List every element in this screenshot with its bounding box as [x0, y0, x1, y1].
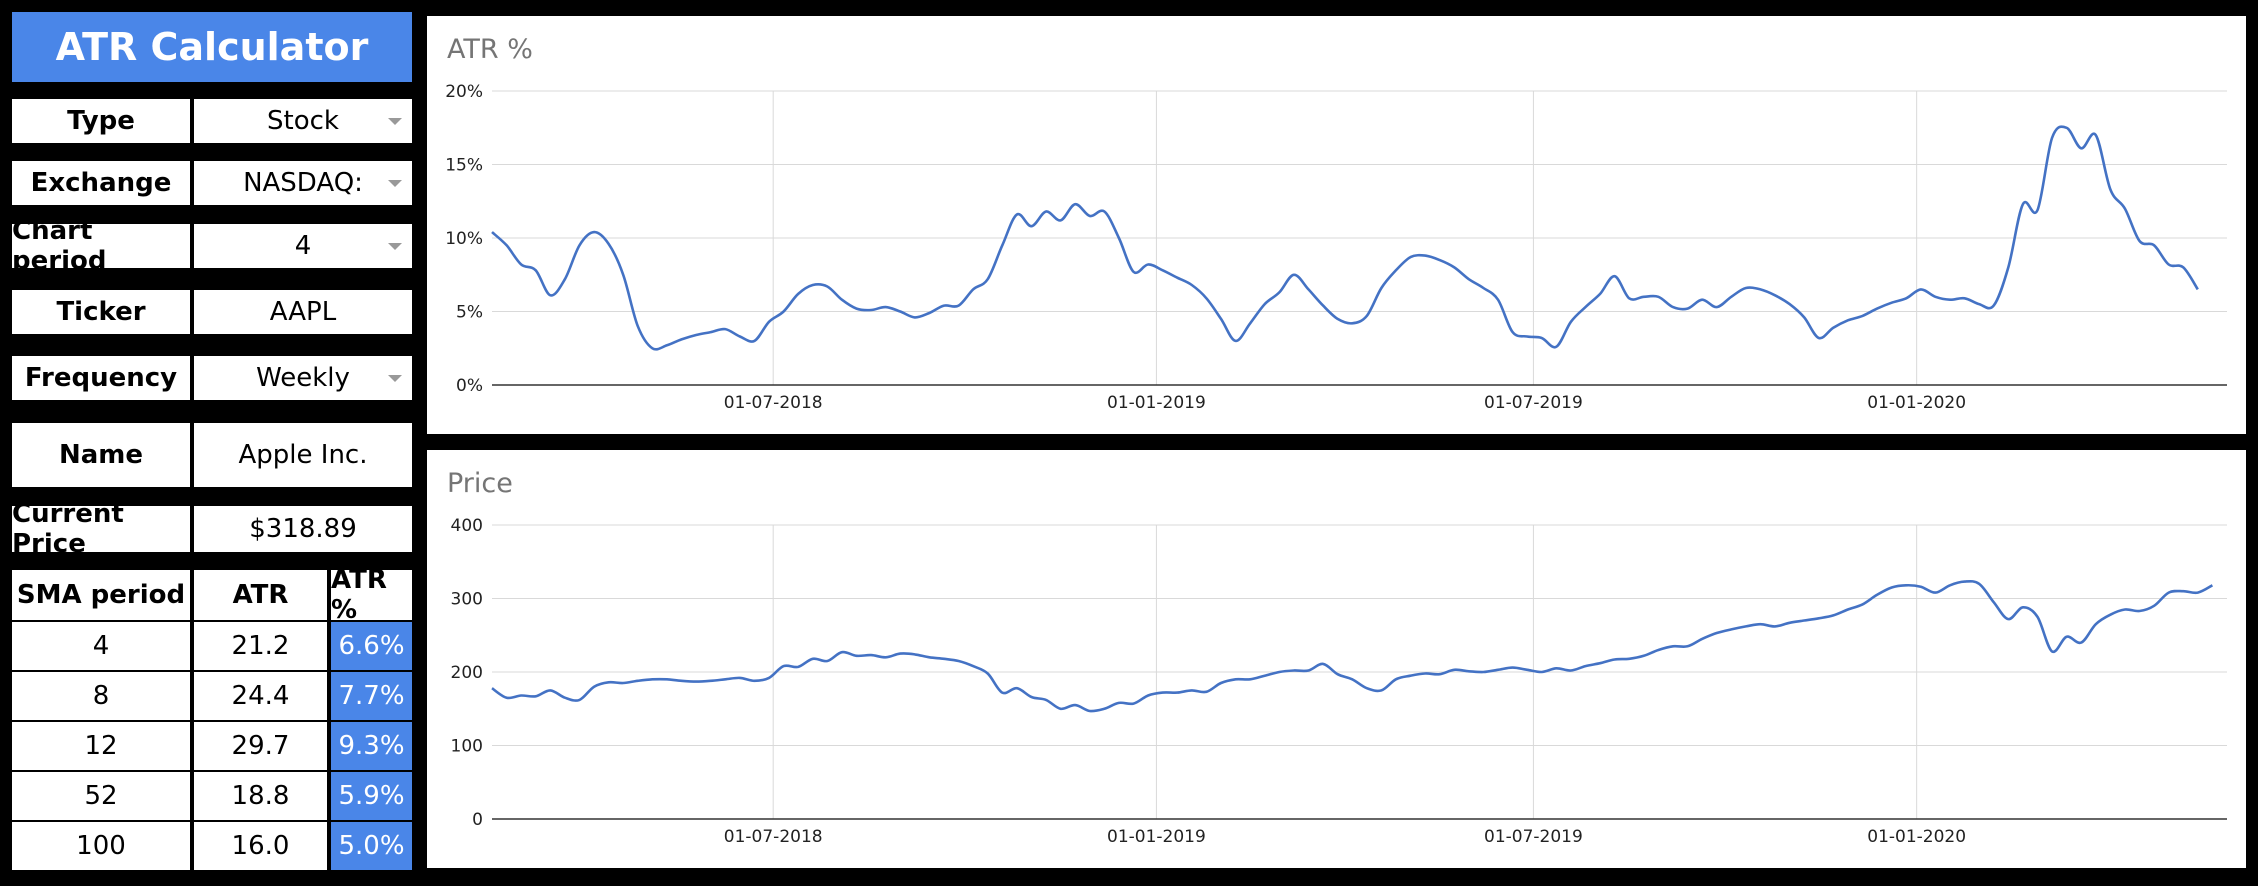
current-price-label: Current Price	[12, 499, 190, 559]
chart-title: Price	[447, 468, 513, 499]
type-value: Stock	[267, 106, 339, 136]
sma-table: SMA period ATR ATR % 4 21.2 6.6% 8 24.4 …	[12, 565, 412, 870]
exchange-field: Exchange NASDAQ:	[12, 161, 412, 205]
chevron-down-icon[interactable]	[388, 118, 402, 125]
x-tick-label: 01-01-2019	[1107, 827, 1206, 847]
atr-pct-cell: 5.9%	[331, 772, 412, 820]
type-label: Type	[12, 99, 190, 143]
series-line	[491, 579, 2214, 713]
type-field: Type Stock	[12, 99, 412, 143]
atr-pct-cell: 6.6%	[331, 622, 412, 670]
sma-period-cell: 100	[12, 822, 190, 870]
chart-title: ATR %	[447, 34, 533, 65]
y-tick-label: 100	[451, 737, 483, 757]
sma-period-cell: 52	[12, 772, 190, 820]
y-tick-label: 300	[451, 590, 483, 610]
atr-pct-cell: 7.7%	[331, 672, 412, 720]
atr-chart: 0% 5% 10% 15% 20% 01-07-2018 01-01-2019 01-07-2…	[445, 82, 2227, 413]
chevron-down-icon[interactable]	[388, 180, 402, 187]
sma-period-cell: 12	[12, 722, 190, 770]
ticker-input[interactable]: AAPL	[194, 290, 412, 334]
exchange-select[interactable]: NASDAQ:	[194, 161, 412, 205]
y-tick-label: 10%	[445, 229, 483, 249]
exchange-value: NASDAQ:	[243, 168, 363, 198]
current-price-value: $318.89	[194, 506, 412, 552]
app-title: ATR Calculator	[12, 12, 412, 82]
y-tick-label: 400	[451, 516, 483, 536]
chart-period-select[interactable]: 4	[194, 224, 412, 268]
atr-cell: 18.8	[194, 772, 327, 820]
sma-period-cell: 4	[12, 622, 190, 670]
chevron-down-icon[interactable]	[388, 375, 402, 382]
sma-period-cell: 8	[12, 672, 190, 720]
frequency-label: Frequency	[12, 356, 190, 400]
price-chart-panel: Price 0 100 200 300 400 01-07-2018 01-01-2019 0…	[427, 450, 2246, 868]
y-tick-label: 20%	[445, 82, 483, 102]
y-tick-label: 0%	[456, 376, 483, 396]
series-line	[491, 125, 2199, 351]
frequency-field: Frequency Weekly	[12, 356, 412, 400]
atr-pct-cell: 9.3%	[331, 722, 412, 770]
chart-period-field: Chart period 4	[12, 216, 412, 276]
x-tick-label: 01-01-2019	[1107, 393, 1206, 413]
atr-cell: 16.0	[194, 822, 327, 870]
y-tick-label: 200	[451, 663, 483, 683]
x-tick-label: 01-07-2018	[724, 827, 823, 847]
ticker-field: Ticker AAPL	[12, 290, 412, 334]
current-price-field: Current Price $318.89	[12, 499, 412, 559]
exchange-label: Exchange	[12, 161, 190, 205]
column-header: ATR %	[331, 565, 412, 625]
chart-period-label: Chart period	[12, 216, 190, 276]
atr-cell: 21.2	[194, 622, 327, 670]
ticker-label: Ticker	[12, 290, 190, 334]
y-tick-label: 15%	[445, 156, 483, 176]
x-tick-label: 01-07-2019	[1484, 827, 1583, 847]
atr-pct-cell: 5.0%	[331, 822, 412, 870]
x-tick-label: 01-01-2020	[1867, 393, 1966, 413]
frequency-select[interactable]: Weekly	[194, 356, 412, 400]
chart-period-value: 4	[294, 231, 312, 261]
name-label: Name	[12, 423, 190, 487]
atr-chart-panel: ATR % 0% 5% 10% 15% 20% 01-07-2018 01-01-2019 0…	[427, 16, 2246, 434]
y-tick-label: 5%	[456, 303, 483, 323]
chevron-down-icon[interactable]	[388, 243, 402, 250]
column-header: ATR	[194, 570, 327, 620]
x-tick-label: 01-07-2019	[1484, 393, 1583, 413]
x-tick-label: 01-01-2020	[1867, 827, 1966, 847]
ticker-value: AAPL	[269, 297, 337, 327]
frequency-value: Weekly	[256, 363, 350, 393]
atr-cell: 29.7	[194, 722, 327, 770]
atr-cell: 24.4	[194, 672, 327, 720]
price-chart: 0 100 200 300 400 01-07-2018 01-01-2019 01-07-2…	[451, 516, 2227, 847]
type-select[interactable]: Stock	[194, 99, 412, 143]
y-tick-label: 0	[472, 810, 483, 830]
name-value: Apple Inc.	[194, 423, 412, 487]
column-header: SMA period	[12, 570, 190, 620]
x-tick-label: 01-07-2018	[724, 393, 823, 413]
name-field: Name Apple Inc.	[12, 423, 412, 487]
